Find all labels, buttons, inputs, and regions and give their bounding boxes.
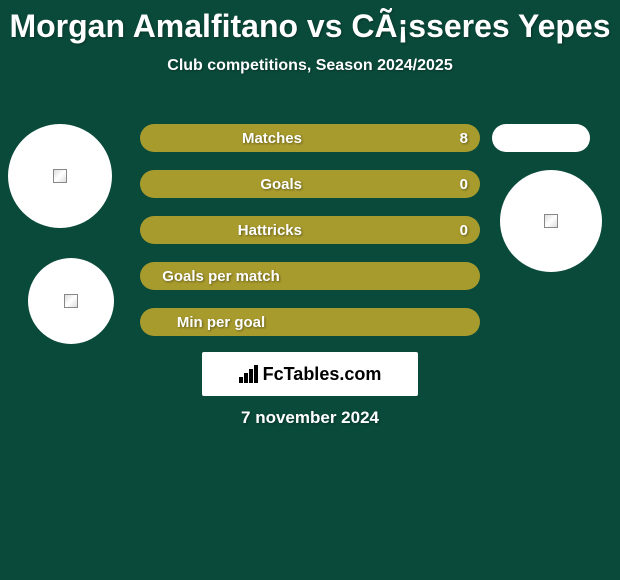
- player-right-badge: [492, 124, 590, 152]
- stat-value: 0: [460, 176, 468, 193]
- chart-bars-icon: [239, 365, 259, 383]
- logo-text: FcTables.com: [263, 364, 382, 385]
- stat-bar-left: Goals per match: [140, 262, 310, 290]
- player-left-avatar-2: [28, 258, 114, 344]
- stat-label: Hattricks: [238, 222, 302, 239]
- stat-row-min-per-goal: Min per goal: [140, 308, 480, 336]
- stat-row-goals: Goals 0: [140, 170, 480, 198]
- footer-date: 7 november 2024: [0, 408, 620, 428]
- fctables-logo: FcTables.com: [202, 352, 418, 396]
- stat-bar-left: Hattricks: [140, 216, 310, 244]
- player-right-avatar: [500, 170, 602, 272]
- stat-bar-right: 0: [310, 170, 480, 198]
- comparison-bars: Matches 8 Goals 0 Hattricks 0 Goals per …: [140, 124, 480, 354]
- stat-bar-left: Goals: [140, 170, 310, 198]
- player-left-avatar-1: [8, 124, 112, 228]
- stat-bar-left: Matches: [140, 124, 310, 152]
- stat-bar-right: [310, 308, 480, 336]
- stat-row-matches: Matches 8: [140, 124, 480, 152]
- placeholder-image-icon: [64, 294, 78, 308]
- stat-bar-right: [310, 262, 480, 290]
- placeholder-image-icon: [53, 169, 67, 183]
- placeholder-image-icon: [544, 214, 558, 228]
- page-title: Morgan Amalfitano vs CÃ¡sseres Yepes: [0, 0, 620, 45]
- stat-bar-right: 0: [310, 216, 480, 244]
- page-subtitle: Club competitions, Season 2024/2025: [0, 57, 620, 75]
- stat-label: Goals: [260, 176, 302, 193]
- stat-value: 8: [460, 130, 468, 147]
- stat-row-goals-per-match: Goals per match: [140, 262, 480, 290]
- stat-row-hattricks: Hattricks 0: [140, 216, 480, 244]
- stat-value: 0: [460, 222, 468, 239]
- stat-bar-right: 8: [310, 124, 480, 152]
- stat-bar-left: Min per goal: [140, 308, 310, 336]
- stat-label: Goals per match: [162, 268, 280, 285]
- stat-label: Matches: [242, 130, 302, 147]
- stat-label: Min per goal: [177, 314, 265, 331]
